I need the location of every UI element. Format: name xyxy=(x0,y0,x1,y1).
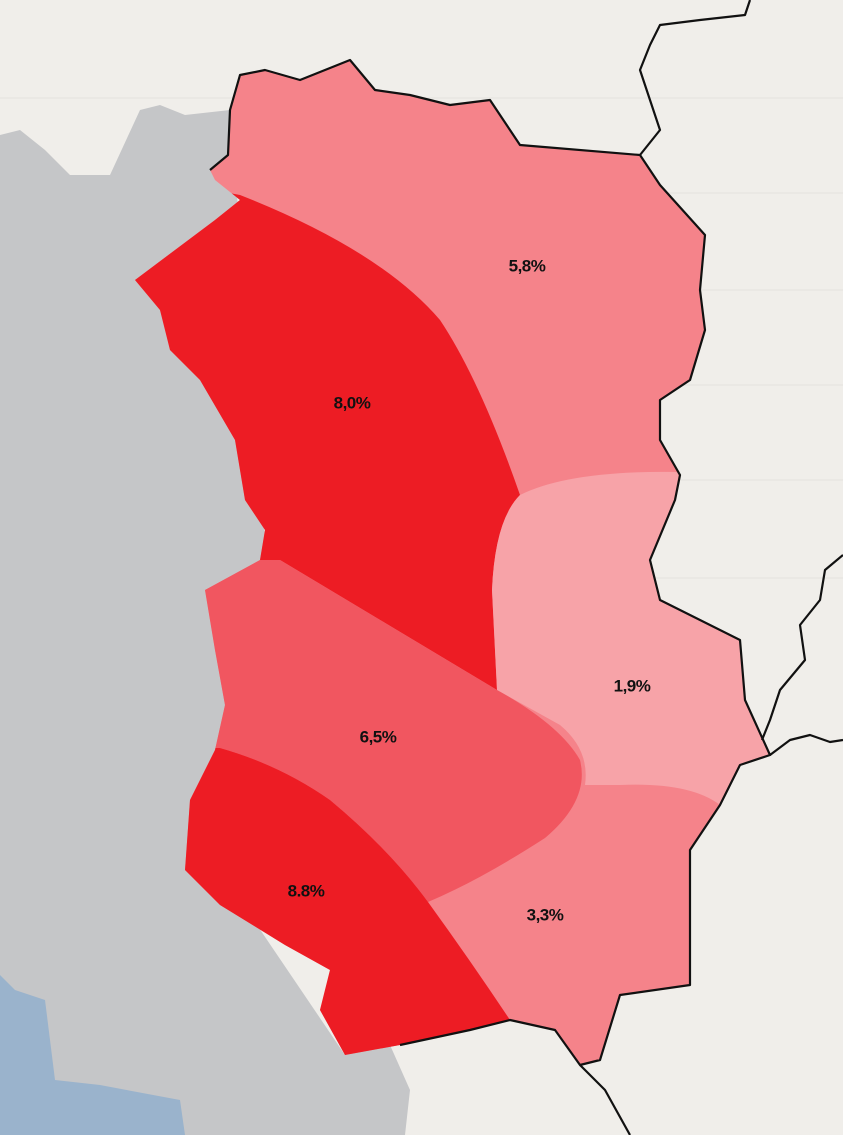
region-label: 8,0% xyxy=(334,393,371,412)
border xyxy=(638,0,752,156)
region-label: 5,8% xyxy=(509,256,546,275)
border xyxy=(579,1064,631,1135)
border xyxy=(769,733,843,756)
sea xyxy=(0,975,185,1135)
region-west xyxy=(135,150,520,690)
region-label: 1,9% xyxy=(614,676,651,695)
region-label: 3,3% xyxy=(527,905,564,924)
region-label: 8.8% xyxy=(288,881,325,900)
border xyxy=(760,554,843,741)
border xyxy=(209,58,772,1067)
region-label: 6,5% xyxy=(360,727,397,746)
neighbor-land xyxy=(0,105,410,1135)
